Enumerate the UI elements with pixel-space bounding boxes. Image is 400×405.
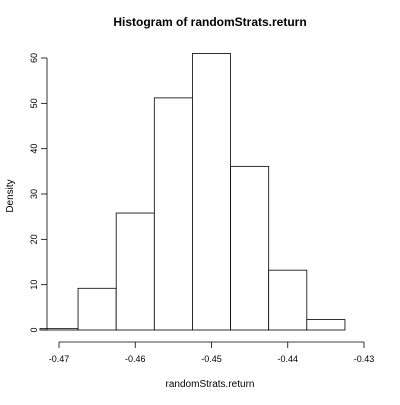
histogram-bar [115, 212, 155, 331]
histogram-bar [77, 287, 117, 331]
x-tick-label: -0.47 [49, 354, 70, 364]
y-tick-label: 20 [29, 234, 39, 244]
y-tick-label: 40 [29, 144, 39, 154]
histogram-bar [268, 269, 308, 331]
histogram-bar [192, 53, 231, 331]
x-tick-label: -0.43 [354, 354, 375, 364]
y-tick-label: 0 [29, 327, 39, 332]
bars-group [39, 53, 346, 331]
y-tick-label: 50 [29, 98, 39, 108]
y-axis: 0 10 20 30 40 50 60 [29, 53, 48, 333]
x-tick-label: -0.45 [201, 354, 222, 364]
histogram-bar [306, 319, 346, 331]
y-tick-label: 10 [29, 280, 39, 290]
histogram-bar [153, 97, 193, 331]
x-axis: -0.47 -0.46 -0.45 -0.44 -0.43 [49, 341, 375, 364]
chart-title: Histogram of randomStrats.return [113, 15, 306, 29]
y-tick-label: 30 [29, 189, 39, 199]
y-tick-label: 60 [29, 53, 39, 63]
x-tick-label: -0.46 [125, 354, 146, 364]
y-axis-label: Density [5, 179, 16, 212]
x-tick-label: -0.44 [277, 354, 298, 364]
histogram-bar [230, 165, 270, 331]
x-axis-label: randomStrats.return [166, 379, 255, 390]
